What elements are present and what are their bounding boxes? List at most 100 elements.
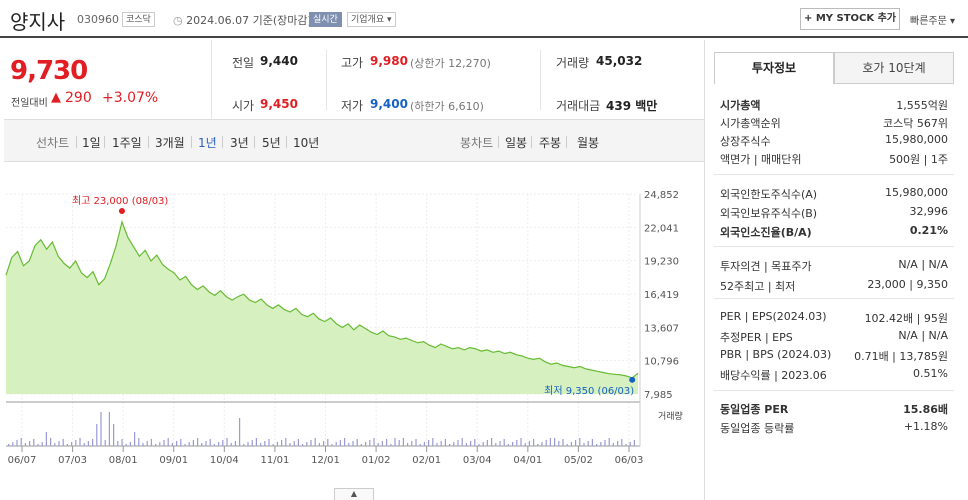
period-1w[interactable]: 1주일: [112, 136, 142, 150]
volume-bar: [87, 441, 89, 446]
realtime-button[interactable]: 실시간: [309, 12, 342, 27]
price-area: [6, 221, 638, 394]
volume-bar: [260, 443, 262, 446]
lower-limit: (하한가 6,610): [410, 100, 484, 113]
collapse-button[interactable]: ▲: [334, 488, 374, 500]
volume-bar: [541, 442, 543, 446]
info-key: PER | EPS(2024.03): [720, 310, 827, 323]
volume-bar: [335, 442, 337, 446]
info-row[interactable]: 동일업종 PER 15.86배: [720, 399, 948, 417]
period-5y[interactable]: 5년: [262, 136, 281, 150]
volume-bar: [92, 439, 94, 446]
quick-order-link[interactable]: 빠른주문 ▾: [910, 12, 955, 27]
volume-bar: [268, 439, 270, 446]
prev-value: 9,440: [260, 54, 298, 68]
volume-bar: [625, 444, 627, 446]
volume-bar: [20, 438, 22, 446]
y-tick-label: 16,419: [644, 290, 679, 301]
volume-bar: [272, 444, 274, 446]
info-key: 52주최고 | 최저: [720, 280, 796, 293]
x-tick-label: 10/04: [210, 455, 239, 466]
chart-toolbar: [4, 120, 704, 162]
info-row: PER | EPS(2024.03) 102.42배 | 95원: [720, 308, 948, 326]
volume-bar: [629, 442, 631, 446]
tab-hoga[interactable]: 호가 10단계: [834, 52, 954, 84]
volume-bar: [566, 444, 568, 446]
info-key: 투자의견 | 목표주가: [720, 260, 812, 273]
volume-bar: [276, 442, 278, 446]
volume-bar: [134, 432, 136, 446]
info-value: 1,555억원: [896, 99, 948, 112]
info-value: 102.42배 | 95원: [864, 312, 948, 325]
volume-bar: [146, 441, 148, 446]
change-percent: +3.07%: [102, 90, 159, 106]
volume-bar: [339, 440, 341, 446]
period-1y[interactable]: 1년: [198, 136, 217, 150]
volume-bar: [163, 440, 165, 446]
info-row[interactable]: 시가총액순위 코스닥 567위: [720, 113, 948, 131]
volume-bar: [83, 443, 85, 446]
high-marker: [118, 208, 125, 214]
info-value: 15,980,000: [885, 133, 948, 146]
volume-bar: [604, 440, 606, 446]
high-label: 고가: [341, 56, 364, 70]
volume-bar: [633, 440, 635, 446]
volume-bar: [37, 444, 39, 446]
volume-bar: [461, 438, 463, 446]
volume-bar: [281, 440, 283, 446]
info-value: 15,980,000: [885, 186, 948, 199]
info-value: 0.71배 | 13,785원: [854, 350, 948, 363]
volume-bar: [226, 438, 228, 446]
volume-bar: [45, 432, 47, 446]
info-row: 외국인소진율(B/A) 0.21%: [720, 222, 948, 240]
info-row[interactable]: 동일업종 등락률 +1.18%: [720, 418, 948, 436]
volume-bar: [71, 442, 73, 446]
volume-bar: [29, 441, 31, 446]
low-marker: [629, 376, 636, 383]
info-row: 외국인보유주식수(B) 32,996: [720, 203, 948, 221]
x-tick-label: 06/07: [8, 455, 37, 466]
period-3y[interactable]: 3년: [230, 136, 249, 150]
candle-monthly[interactable]: 월봉: [577, 136, 600, 150]
volume-bar: [247, 442, 249, 446]
volume-bar: [377, 443, 379, 446]
candle-weekly[interactable]: 주봉: [539, 136, 562, 150]
period-3m[interactable]: 3개월: [155, 136, 185, 150]
up-triangle-icon: ▲: [51, 90, 61, 105]
high-annotation: 최고 23,000 (08/03): [72, 195, 168, 207]
info-row: 상장주식수 15,980,000: [720, 131, 948, 149]
volume-bar: [545, 440, 547, 446]
volume-bar: [138, 438, 140, 446]
period-1d[interactable]: 1일: [82, 136, 101, 150]
mystock-add-button[interactable]: + MY STOCK 추가: [800, 8, 900, 30]
volume-bar: [402, 438, 404, 446]
volume-bar: [159, 442, 161, 446]
open-value: 9,450: [260, 97, 298, 111]
volume-bar: [612, 443, 614, 446]
tab-invest-info[interactable]: 투자정보: [714, 52, 834, 84]
invest-info-table: [714, 84, 954, 440]
quick-order-label: 빠른주문: [910, 16, 947, 27]
amount-value: 439 백만: [606, 99, 658, 113]
candle-daily[interactable]: 일봉: [505, 136, 528, 150]
divider: [498, 136, 499, 148]
divider: [714, 390, 954, 391]
volume-bar: [66, 444, 68, 446]
candle-chart-label: 봉차트: [460, 136, 494, 150]
divider: [714, 298, 954, 299]
info-value: 15.86배: [903, 403, 948, 416]
volume-bar: [516, 440, 518, 446]
period-10y[interactable]: 10년: [293, 136, 320, 150]
volume-bar: [75, 440, 77, 446]
volume-bar: [512, 442, 514, 446]
divider: [566, 136, 567, 148]
divider: [191, 136, 192, 148]
volume-bar: [213, 444, 215, 446]
x-tick-label: 03/04: [463, 455, 492, 466]
volume-bar: [478, 444, 480, 446]
open-label: 시가: [232, 99, 255, 113]
corp-info-dropdown[interactable]: 기업개요 ▾: [347, 12, 396, 27]
right-panel: [704, 40, 968, 500]
volume-bar: [356, 439, 358, 446]
chevron-up-icon: ▲: [350, 489, 358, 498]
